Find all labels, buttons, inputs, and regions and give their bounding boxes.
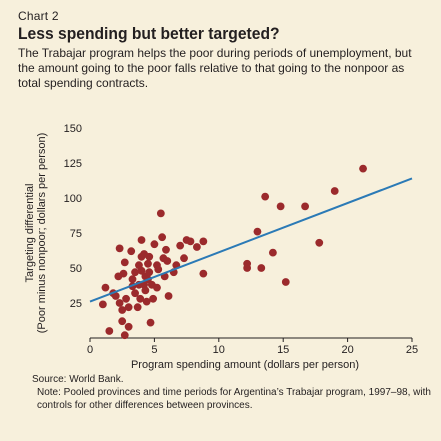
chart-title: Less spending but better targeted?	[18, 24, 280, 43]
data-point	[146, 318, 155, 327]
data-point	[149, 294, 158, 303]
data-point	[199, 237, 208, 246]
data-point	[111, 292, 120, 300]
data-point	[261, 192, 270, 201]
y-tick-label: 50	[70, 263, 82, 275]
data-point	[133, 303, 142, 312]
notes: Source: World Bank. Note: Pooled provinc…	[32, 373, 432, 412]
x-tick-label: 10	[213, 344, 225, 356]
data-point	[144, 259, 152, 268]
data-point	[131, 289, 139, 298]
y-axis-label-line1: Targeting differential	[24, 184, 36, 283]
data-point	[243, 259, 252, 268]
data-point	[120, 258, 129, 267]
data-point	[137, 236, 146, 244]
data-point	[145, 268, 154, 277]
x-tick-label: 15	[277, 344, 289, 356]
data-point	[276, 202, 285, 211]
data-point	[162, 245, 170, 254]
x-tick-label: 20	[341, 344, 353, 356]
data-point	[122, 294, 130, 303]
data-point	[127, 247, 136, 256]
data-point	[141, 286, 150, 295]
trend-line-group	[89, 177, 413, 303]
data-point	[330, 187, 339, 195]
data-point	[115, 244, 124, 253]
x-axis-label: Program spending amount (dollars per per…	[131, 359, 359, 371]
data-point	[118, 317, 127, 326]
data-point	[186, 237, 195, 246]
data-points	[98, 164, 367, 340]
data-point	[124, 303, 133, 312]
trend-line	[89, 177, 413, 303]
data-point	[199, 269, 208, 278]
data-point	[164, 292, 173, 300]
data-point	[268, 248, 277, 257]
y-axis-ticks: 25 50 75 100 125 150	[64, 123, 82, 310]
data-point	[154, 265, 163, 274]
y-tick-label: 100	[64, 193, 82, 205]
data-point	[257, 264, 266, 272]
data-point	[101, 283, 110, 292]
data-point	[136, 294, 145, 303]
data-point	[142, 297, 151, 306]
x-tick-label: 0	[87, 344, 93, 356]
x-axis-ticks: 0 5 10 15 20 25	[87, 338, 418, 356]
data-point	[359, 164, 367, 173]
data-point	[105, 327, 114, 335]
data-point	[158, 233, 167, 242]
data-point	[115, 299, 124, 307]
data-point	[163, 257, 172, 265]
y-tick-label: 150	[64, 123, 82, 135]
y-tick-label: 25	[70, 298, 82, 310]
data-point	[131, 268, 139, 277]
data-point	[193, 243, 201, 251]
source-note: Source: World Bank.	[32, 374, 124, 385]
y-tick-label: 125	[64, 158, 82, 170]
y-tick-label: 75	[70, 228, 82, 240]
data-point	[301, 202, 309, 211]
data-point	[145, 252, 154, 261]
data-point	[124, 322, 133, 331]
data-point	[153, 283, 161, 292]
data-point	[120, 331, 129, 340]
data-point	[118, 306, 127, 314]
chart-subtitle: The Trabajar program helps the poor duri…	[18, 46, 412, 90]
data-point	[98, 300, 107, 309]
data-point	[119, 269, 128, 278]
chart-number: Chart 2	[18, 9, 59, 23]
x-tick-label: 5	[151, 344, 157, 356]
data-point	[150, 240, 159, 249]
data-point	[128, 275, 137, 284]
data-point	[176, 241, 185, 250]
data-point	[156, 209, 165, 218]
footnote: Note: Pooled provinces and time periods …	[37, 387, 431, 411]
data-point	[281, 278, 290, 286]
data-point	[180, 254, 188, 263]
y-axis-label-line2: (Poor minus nonpoor; dollars per person)	[36, 133, 48, 334]
data-point	[137, 266, 146, 275]
data-point	[315, 238, 324, 247]
data-point	[253, 227, 262, 236]
x-tick-label: 25	[406, 344, 418, 356]
